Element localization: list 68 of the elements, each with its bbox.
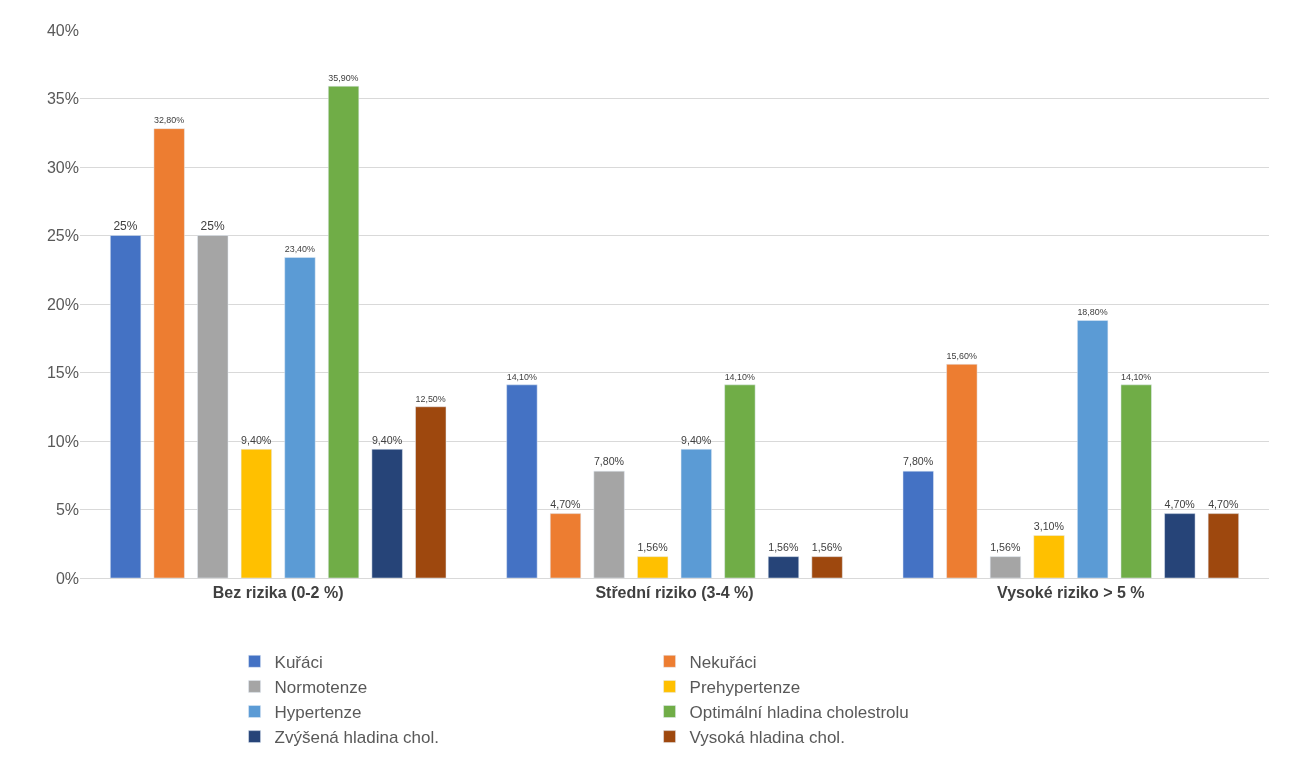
bar <box>1033 535 1065 578</box>
bar <box>506 384 538 578</box>
data-label: 1,56% <box>637 540 669 553</box>
x-tick-label: Střední riziko (3-4 %) <box>595 584 754 602</box>
bar <box>637 556 669 578</box>
bar <box>328 85 360 578</box>
data-label: 12,50% <box>415 393 446 404</box>
data-label: 15,60% <box>946 351 977 362</box>
bar <box>1077 320 1109 578</box>
bar <box>767 556 799 578</box>
y-tick-label: 20% <box>46 295 79 313</box>
bar <box>680 448 712 578</box>
bar <box>371 448 403 578</box>
y-tick-label: 15% <box>46 364 79 382</box>
bar <box>197 235 229 578</box>
data-label: 14,10% <box>506 371 537 382</box>
data-label: 25% <box>200 218 225 233</box>
y-tick-label: 5% <box>55 501 79 519</box>
legend-label: Hypertenze <box>274 703 362 723</box>
bar <box>153 128 185 578</box>
bar <box>1164 513 1196 578</box>
data-label: 3,10% <box>1033 519 1065 532</box>
legend-label: Optimální hladina cholestrolu <box>689 703 909 723</box>
data-label: 9,40% <box>681 433 712 446</box>
legend-label: Kuřáci <box>274 652 323 672</box>
data-label: 35,90% <box>328 72 359 83</box>
y-tick-label: 40% <box>46 21 79 39</box>
data-label: 7,80% <box>593 455 625 468</box>
data-label: 9,40% <box>241 433 272 446</box>
legend-label: Prehypertenze <box>689 678 801 698</box>
x-tick-label: Vysoké riziko > 5 % <box>997 584 1145 602</box>
data-label: 23,40% <box>284 244 316 255</box>
y-tick-label: 10% <box>46 432 79 450</box>
y-tick-label: 25% <box>46 227 79 245</box>
bar <box>946 364 978 578</box>
data-label: 4,70% <box>550 497 581 510</box>
bar <box>724 384 756 578</box>
y-tick-label: 0% <box>55 569 79 587</box>
bar <box>902 470 934 578</box>
y-tick-label: 30% <box>46 158 79 176</box>
data-label: 4,70% <box>1208 497 1239 510</box>
data-label: 7,80% <box>903 455 934 468</box>
data-label: 14,10% <box>724 371 755 382</box>
x-tick-label: Bez rizika (0-2 %) <box>212 584 344 602</box>
data-label: 1,56% <box>811 540 843 553</box>
legend-label: Normotenze <box>274 678 368 698</box>
bar <box>284 257 316 578</box>
y-tick-label: 35% <box>46 90 79 108</box>
data-label: 1,56% <box>768 540 799 553</box>
bar <box>811 556 843 578</box>
data-label: 14,10% <box>1121 371 1152 382</box>
bar <box>989 556 1021 578</box>
bar <box>550 513 582 578</box>
bar <box>1120 384 1152 578</box>
bar <box>110 235 142 578</box>
bar <box>240 448 272 578</box>
data-label: 18,80% <box>1077 307 1108 318</box>
data-label: 25% <box>113 218 138 233</box>
legend-label: Vysoká hladina chol. <box>689 728 845 748</box>
bar <box>1207 513 1239 578</box>
bar <box>415 406 447 578</box>
legend-label: Zvýšená hladina chol. <box>274 728 440 748</box>
data-label: 32,80% <box>153 115 185 126</box>
data-label: 1,56% <box>990 540 1021 553</box>
legend-label: Nekuřáci <box>689 652 757 672</box>
data-label: 4,70% <box>1164 497 1196 510</box>
data-label: 9,40% <box>371 433 403 446</box>
bar <box>593 470 625 578</box>
